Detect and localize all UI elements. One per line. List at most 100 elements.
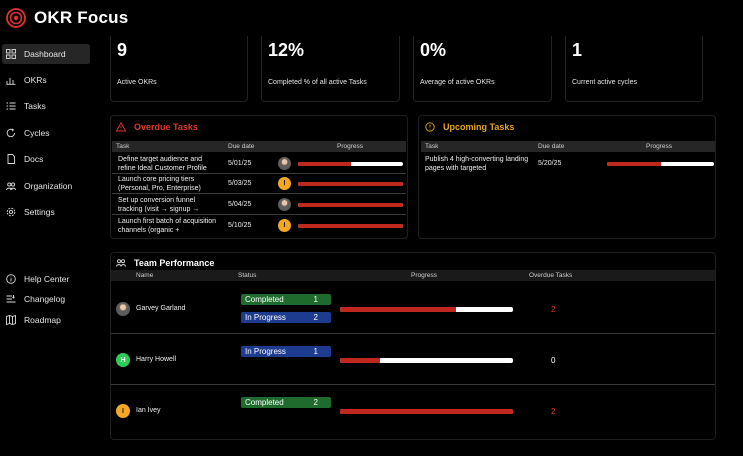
status-badge: Completed 1 — [241, 294, 331, 305]
overdue-tasks-panel — [110, 115, 408, 239]
status-badge: In Progress 1 — [241, 346, 331, 357]
sidebar-item-label: Docs — [24, 154, 44, 164]
avatar: I — [278, 219, 291, 232]
doc-icon — [7, 154, 15, 164]
column-header: Name — [136, 272, 154, 279]
task-name: Define target audience and refine Ideal … — [118, 156, 207, 172]
overdue-table-header: Task Due date Progress — [112, 141, 406, 152]
sidebar-item-label: Roadmap — [24, 315, 61, 325]
table-row[interactable]: Define target audience and refine Ideal … — [112, 154, 406, 174]
progress-bar — [340, 409, 513, 414]
stat-label: Completed % of all active Tasks — [268, 79, 367, 86]
app-logo[interactable]: OKR Focus — [6, 8, 128, 28]
stat-card-average-okrs: 0% Average of active OKRs — [413, 36, 552, 102]
progress-bar — [298, 203, 403, 207]
column-header: Status — [238, 272, 257, 279]
avatar: H — [116, 353, 130, 367]
sidebar-item-okrs[interactable]: OKRs — [2, 70, 90, 90]
table-row[interactable]: Publish 4 high-converting landing pages … — [421, 154, 715, 174]
dashboard-icon — [6, 49, 16, 59]
sidebar-item-roadmap[interactable]: Roadmap — [2, 310, 90, 330]
sidebar-item-label: Settings — [24, 207, 55, 217]
table-row[interactable]: Garvey Garland Completed 1 In Progress 2… — [111, 284, 715, 334]
table-row[interactable]: H Harry Howell In Progress 1 0 — [111, 335, 715, 385]
member-name: Harry Howell — [136, 356, 177, 363]
upcoming-table-header: Task Due date Progress — [421, 141, 715, 152]
sidebar-item-label: Organization — [24, 181, 73, 191]
stat-card-active-okrs: 9 Active OKRs — [110, 36, 248, 102]
column-header: Progress — [646, 143, 673, 150]
table-row[interactable]: Launch first batch of acquisition channe… — [112, 216, 406, 236]
sidebar-item-settings[interactable]: Settings — [2, 202, 90, 222]
sidebar-item-label: OKRs — [24, 75, 47, 85]
chart-icon — [6, 78, 16, 85]
sidebar-item-organization[interactable]: Organization — [2, 176, 90, 196]
target-logo-icon — [6, 8, 26, 28]
stat-card-active-cycles: 1 Current active cycles — [565, 36, 703, 102]
team-table-header: Name Status Progress Overdue Tasks — [111, 270, 715, 281]
overdue-count: 2 — [551, 407, 556, 416]
column-header: Due date — [538, 143, 565, 150]
status-badge: Completed 2 — [241, 397, 331, 408]
sidebar-item-dashboard[interactable]: Dashboard — [2, 44, 90, 64]
avatar — [278, 198, 291, 211]
overdue-count: 0 — [551, 356, 556, 365]
task-name: Launch core pricing tiers (Personal, Pro… — [118, 176, 201, 192]
sidebar-item-label: Tasks — [24, 101, 46, 111]
upcoming-tasks-panel — [418, 115, 716, 239]
app-title: OKR Focus — [34, 8, 129, 27]
overdue-tasks-title: Overdue Tasks — [116, 122, 198, 132]
progress-bar — [298, 182, 403, 186]
stat-card-completed-tasks: 12% Completed % of all active Tasks — [261, 36, 400, 102]
column-header: Progress — [337, 143, 364, 150]
team-performance-panel — [110, 252, 716, 440]
task-due-date: 5/10/25 — [228, 222, 252, 229]
sidebar-item-help-center[interactable]: Help Center — [2, 269, 90, 289]
member-name: Garvey Garland — [136, 305, 186, 312]
sidebar-item-label: Cycles — [24, 128, 50, 138]
warning-icon — [116, 122, 126, 132]
sidebar-item-label: Dashboard — [24, 49, 66, 59]
avatar — [116, 302, 130, 316]
upcoming-tasks-title: Upcoming Tasks — [425, 122, 514, 132]
stat-value: 9 — [117, 40, 128, 60]
task-due-date: 5/03/25 — [228, 180, 252, 187]
table-row[interactable]: Set up conversion funnel tracking (visit… — [112, 195, 406, 215]
overdue-count: 2 — [551, 305, 556, 314]
sidebar-item-label: Changelog — [24, 294, 66, 304]
progress-bar — [340, 358, 513, 363]
info-icon — [6, 274, 16, 284]
task-due-date: 5/01/25 — [228, 160, 252, 167]
column-header: Due date — [228, 143, 255, 150]
task-name: Publish 4 high-converting landing pages … — [425, 156, 529, 172]
stat-label: Active OKRs — [117, 79, 157, 86]
table-row[interactable]: I Ian Ivey Completed 2 2 — [111, 386, 715, 436]
sidebar-item-docs[interactable]: Docs — [2, 149, 90, 169]
stat-label: Current active cycles — [572, 79, 637, 86]
sidebar-item-label: Help Center — [24, 274, 70, 284]
avatar: I — [116, 404, 130, 418]
people-icon — [6, 182, 16, 191]
avatar: I — [278, 177, 291, 190]
clock-icon — [425, 122, 435, 132]
progress-bar — [298, 224, 403, 228]
sidebar-item-cycles[interactable]: Cycles — [2, 123, 90, 143]
team-performance-title: Team Performance — [116, 258, 214, 268]
cycle-icon — [6, 128, 15, 138]
sidebar-item-changelog[interactable]: Changelog — [2, 289, 90, 309]
column-header: Task — [425, 143, 439, 150]
progress-bar — [298, 162, 403, 166]
changelog-icon — [6, 295, 16, 303]
table-row[interactable]: Launch core pricing tiers (Personal, Pro… — [112, 174, 406, 194]
progress-bar — [340, 307, 513, 312]
sidebar-item-tasks[interactable]: Tasks — [2, 96, 90, 116]
member-name: Ian Ivey — [136, 407, 161, 414]
task-due-date: 5/20/25 — [538, 160, 562, 167]
status-badge: In Progress 2 — [241, 312, 331, 323]
column-header: Progress — [411, 272, 438, 279]
task-due-date: 5/04/25 — [228, 201, 252, 208]
progress-bar — [607, 162, 714, 166]
stat-label: Average of active OKRs — [420, 79, 495, 86]
team-icon — [116, 259, 126, 267]
stat-value: 12% — [268, 40, 305, 60]
